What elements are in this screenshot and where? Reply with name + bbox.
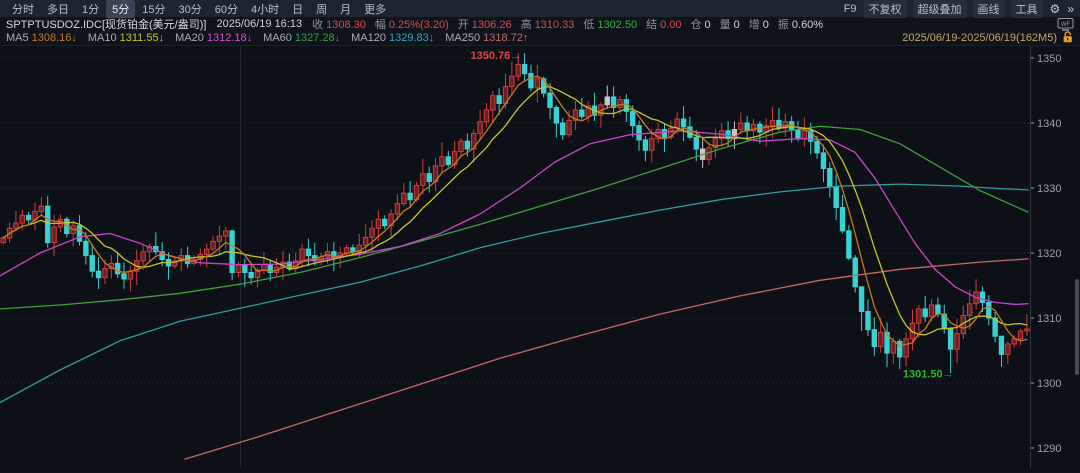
quote-field-label: 收 — [312, 19, 324, 31]
quote-field-value: 0 — [733, 19, 740, 31]
toolbar-right: F9 不复权 超级叠加 画线 工具 ⚙ » — [844, 0, 1074, 18]
settings-gear-icon[interactable]: ⚙ — [1049, 1, 1061, 16]
low-price-callout: 1301.50→ — [903, 368, 954, 380]
quote-field-3: 高 1310.33 — [521, 16, 575, 32]
unlock-icon[interactable] — [1062, 30, 1074, 46]
scrollbar-thumb[interactable] — [1075, 279, 1079, 375]
f9-shortcut[interactable]: F9 — [843, 2, 857, 15]
ma-value: 1329.83↓ — [388, 32, 435, 44]
svg-text:WF: WF — [1061, 22, 1071, 28]
timeframe-tab-7[interactable]: 4小时 — [251, 3, 280, 16]
ma-readout-2: MA20 1312.18↓ — [175, 32, 252, 44]
quote-field-1: 幅 0.25%(3.20) — [375, 16, 449, 32]
y-axis-label: 1330 — [1037, 183, 1061, 195]
y-axis-label: 1320 — [1037, 248, 1061, 260]
quote-field-label: 振 — [777, 19, 789, 31]
quote-field-label: 结 — [646, 19, 658, 31]
ma-readout-4: MA120 1329.83↓ — [351, 32, 434, 44]
quote-field-value: 0 — [762, 19, 769, 31]
timeframe-tab-4[interactable]: 15分 — [142, 3, 166, 16]
ma-readout-bar: MA5 1308.16↓ MA10 1311.55↓ MA20 1312.18↓ MA60 1… — [0, 30, 1080, 46]
more-chevrons-icon[interactable]: » — [1067, 1, 1074, 16]
ma-label: MA10 — [87, 32, 117, 44]
timeframe-toolbar: 分时 多日 1分 5分 15分 30分 60分 4小时日周月更多 F9 不复权 超级叠加 画线 工具… — [0, 0, 1080, 18]
timeframe-tab-11[interactable]: 更多 — [364, 3, 387, 16]
quote-field-value: 0 — [704, 19, 711, 31]
date-range-area: 2025/06/19-2025/06/19(162M5) — [902, 30, 1074, 46]
toolbar-button-1[interactable]: 超级叠加 — [912, 0, 967, 18]
quote-field-4: 低 1302.50 — [583, 16, 637, 32]
timeframe-tab-3[interactable]: 5分 — [106, 0, 136, 18]
quote-field-2: 开 1306.26 — [458, 16, 512, 32]
ma-label: MA5 — [6, 32, 29, 44]
quote-field-9: 振 0.60% — [778, 16, 823, 32]
timeframe-tab-1[interactable]: 多日 — [47, 3, 69, 16]
timeframe-tab-8[interactable]: 日 — [292, 3, 304, 16]
quote-field-label: 低 — [583, 19, 595, 31]
toolbar-button-3[interactable]: 工具 — [1010, 0, 1043, 18]
quote-field-label: 仓 — [690, 19, 702, 31]
quote-field-label: 开 — [457, 19, 469, 31]
float-window-icon[interactable]: WF — [1057, 17, 1074, 31]
quote-field-label: 增 — [748, 19, 760, 31]
quote-field-value: 1306.26 — [471, 19, 512, 31]
timeframe-tab-5[interactable]: 30分 — [178, 3, 202, 16]
ma-readout-5: MA250 1318.72↑ — [445, 32, 528, 44]
ma-readouts: MA5 1308.16↓ MA10 1311.55↓ MA20 1312.18↓ MA60 1… — [6, 32, 539, 44]
quote-fields: 收 1308.30 幅 0.25%(3.20) 开 1306.26 高 1310.33 低 130… — [312, 16, 832, 32]
quote-field-value: 1310.33 — [534, 19, 575, 31]
ma-label: MA60 — [263, 32, 292, 44]
candlestick-chart[interactable]: 1350 1340 1330 1320 1310 1300 1290 1350.76→ 1301… — [0, 45, 1080, 468]
ma-label: MA250 — [445, 32, 481, 44]
quote-field-value: 1302.50 — [597, 19, 638, 31]
ma-value: 1312.18↓ — [206, 32, 253, 44]
quote-field-value: 0.00 — [660, 19, 682, 31]
symbol-name: SPTPTUSDOZ.IDC[现货铂金(美元/盎司)] — [6, 19, 207, 31]
timeframe-tab-6[interactable]: 60分 — [214, 3, 238, 16]
ma-value: 1308.16↓ — [31, 32, 77, 44]
timeframe-tab-0[interactable]: 分时 — [12, 3, 34, 16]
high-price-callout: 1350.76→ — [470, 50, 521, 62]
quote-field-value: 0.60% — [791, 19, 824, 31]
quote-field-value: 0.25%(3.20) — [388, 19, 449, 31]
quote-field-5: 结 0.00 — [646, 16, 681, 32]
y-axis-label: 1340 — [1037, 118, 1061, 130]
ma-readout-3: MA60 1327.28↓ — [263, 32, 340, 44]
toolbar-button-0[interactable]: 不复权 — [863, 0, 907, 18]
timeframe-tab-2[interactable]: 1分 — [82, 3, 100, 16]
ma-value: 1318.72↑ — [483, 32, 529, 44]
timeframe-tab-10[interactable]: 月 — [340, 3, 352, 16]
quote-field-label: 幅 — [374, 19, 386, 31]
ma-label: MA120 — [351, 32, 386, 44]
date-range-label: 2025/06/19-2025/06/19(162M5) — [902, 32, 1057, 44]
timeframe-tabs: 分时 多日 1分 5分 15分 30分 60分 4小时日周月更多 — [6, 0, 393, 18]
y-axis-label: 1310 — [1037, 313, 1061, 325]
quote-field-label: 量 — [719, 19, 731, 31]
y-axis-label: 1350 — [1037, 53, 1061, 65]
ma-readout-1: MA10 1311.55↓ — [88, 32, 164, 44]
toolbar-buttons: 不复权 超级叠加 画线 工具 — [863, 0, 1043, 18]
ma-value: 1311.55↓ — [119, 32, 165, 44]
quote-timestamp: 2025/06/19 16:13 — [216, 18, 303, 30]
quote-field-value: 1308.30 — [326, 19, 366, 31]
ma-value: 1327.28↓ — [294, 32, 341, 44]
quote-info-bar: SPTPTUSDOZ.IDC[现货铂金(美元/盎司)] 2025/06/19 1… — [0, 17, 1080, 31]
quote-field-label: 高 — [520, 19, 532, 31]
y-axis-label: 1290 — [1037, 443, 1061, 455]
ma-label: MA20 — [175, 32, 204, 44]
timeframe-tab-9[interactable]: 周 — [316, 3, 328, 16]
y-axis-label: 1300 — [1037, 378, 1061, 390]
quote-field-0: 收 1308.30 — [312, 16, 366, 32]
toolbar-button-2[interactable]: 画线 — [972, 0, 1005, 18]
ma-readout-0: MA5 1308.16↓ — [6, 32, 77, 44]
